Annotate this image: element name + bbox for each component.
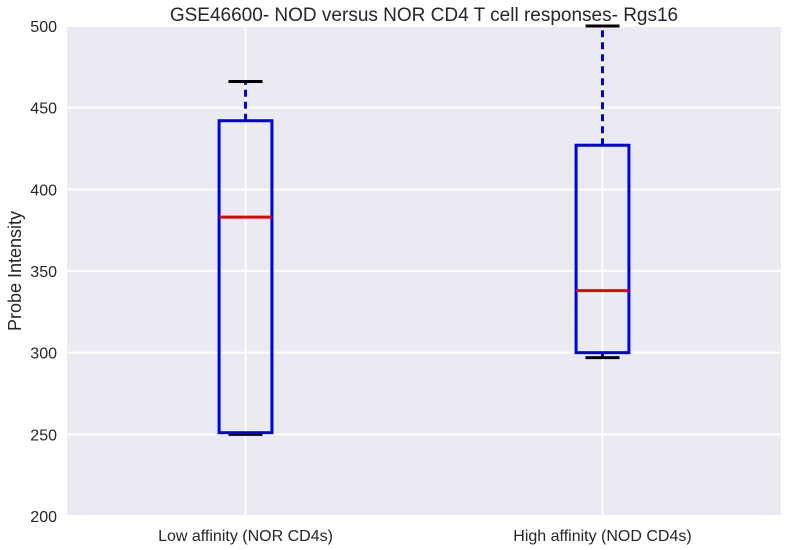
chart-title: GSE46600- NOD versus NOR CD4 T cell resp…	[170, 5, 678, 26]
y-tick-label: 450	[30, 101, 57, 118]
x-tick-label: High affinity (NOD CD4s)	[513, 528, 691, 545]
y-tick-label: 500	[30, 19, 57, 36]
y-tick-label: 400	[30, 182, 57, 199]
x-tick-labels: Low affinity (NOR CD4s) High affinity (NO…	[158, 528, 692, 545]
boxes	[217, 24, 631, 436]
y-tick-label: 200	[30, 509, 57, 526]
box-group	[574, 24, 631, 360]
y-tick-label: 350	[30, 264, 57, 281]
iqr-box	[217, 119, 274, 435]
y-tick-labels: 200 250 300 350 400 450 500	[30, 19, 57, 526]
y-axis-title: Probe Intensity	[5, 211, 25, 331]
x-tick-label: Low affinity (NOR CD4s)	[158, 528, 333, 545]
y-tick-label: 300	[30, 346, 57, 363]
box-group	[217, 80, 274, 436]
y-tick-label: 250	[30, 427, 57, 444]
iqr-box	[574, 143, 631, 355]
